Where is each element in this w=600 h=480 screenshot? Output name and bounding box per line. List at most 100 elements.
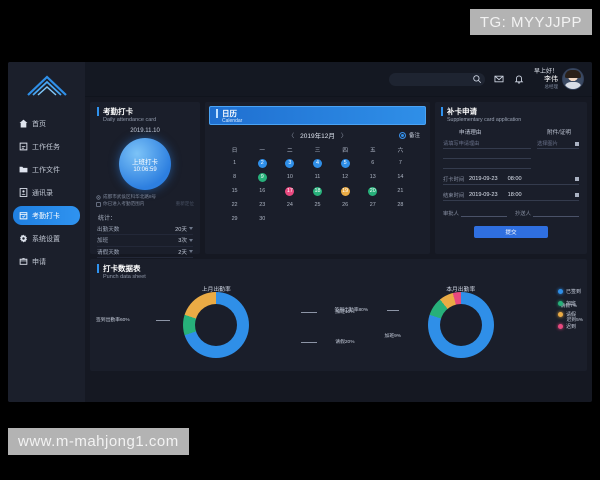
calendar-picker-icon[interactable] [575,193,579,198]
avatar[interactable] [562,68,584,90]
stat-value: 20天 [175,226,187,233]
calendar-day-cell[interactable]: 16 [248,184,276,198]
calendar-day-cell[interactable]: 30 [248,212,276,226]
calendar-day-cell[interactable]: 6 [359,156,387,170]
legend-item[interactable]: 加班 [557,300,581,307]
calendar-day-cell [304,212,332,226]
month-selector[interactable]: 〈 2019年12月 〉 [288,130,347,140]
punch-button[interactable]: 上班打卡 10:06:59 [119,138,171,191]
next-month-icon[interactable]: 〉 [340,133,347,140]
calendar-day-cell[interactable]: 14 [387,170,415,184]
stat-row[interactable]: 请假天数 2天 [97,247,193,259]
search-input[interactable] [393,76,472,82]
calendar-day-cell[interactable]: 23 [248,198,276,212]
radio-icon[interactable] [398,131,406,139]
calendar-day-cell[interactable]: 7 [387,156,415,170]
range-line: 你已进入考勤范围内 重新定位 [96,201,194,208]
end-time-row[interactable]: 结束时间 2019-09-23 18:00 [443,190,579,202]
folder-icon [19,165,28,174]
calendar-day: 21 [397,188,404,194]
calendar-day-cell[interactable]: 15 [221,184,249,198]
top-bar: 早上好！ 李伟 总经理 [85,62,592,97]
calendar-day: 1 [233,160,237,166]
sidebar-item-attendance[interactable]: 考勤打卡 [13,206,80,225]
calendar-day-cell[interactable]: 5 [331,156,359,170]
reason-input-line3[interactable] [443,159,531,170]
attachment-select[interactable]: 选择图片 [537,139,579,150]
sidebar-item-contacts[interactable]: 通讯录 [13,183,80,202]
cc-input[interactable] [532,208,579,218]
sidebar-item-apply[interactable]: 申请 [13,252,80,271]
chart-this-month: 本月出勤率 签到出勤率80% 加班9% 请假7% 迟到5% [335,282,583,367]
chevron-down-icon [189,227,193,231]
calendar-day-cell[interactable]: 18 [304,184,332,198]
calendar-day-cell[interactable]: 9 [248,170,276,184]
legend-item[interactable]: 迟到 [557,323,581,330]
calendar-day-cell[interactable]: 27 [359,198,387,212]
approver-input[interactable] [460,208,507,218]
prev-month-icon[interactable]: 〈 [288,133,295,140]
stat-label: 请假天数 [97,249,120,256]
calendar-day-cell[interactable]: 1 [221,156,249,170]
calendar-day-cell[interactable]: 8 [221,170,249,184]
relocate-link[interactable]: 重新定位 [175,201,194,207]
calendar-day-cell[interactable]: 22 [221,198,249,212]
calendar-day-cell[interactable]: 12 [331,170,359,184]
calendar-day-cell[interactable]: 26 [331,198,359,212]
donut-chart[interactable] [427,291,494,358]
search-box[interactable] [388,72,485,86]
attendance-title-cn: 考勤打卡 [97,107,193,117]
approver-group[interactable]: 审批人 [443,208,507,218]
submit-button[interactable]: 提交 [474,226,548,239]
chart-last-month: 上月出勤率 签到出勤率60% 加班10% 请假20% [94,282,355,367]
reason-input[interactable]: 请填写申请理由 [443,139,531,150]
punch-title-cn: 打卡数据表 [97,264,580,274]
sidebar-item-system-settings[interactable]: 系统设置 [13,229,80,248]
calendar-note-toggle[interactable]: 备注 [398,131,420,139]
calendar-day-cell[interactable]: 29 [221,212,249,226]
calendar-day-cell[interactable]: 19 [331,184,359,198]
bell-icon[interactable] [514,74,525,85]
calendar-day-cell[interactable]: 2 [248,156,276,170]
calendar-day-cell[interactable]: 24 [276,198,304,212]
calendar-picker-icon[interactable] [575,177,579,182]
calendar-day-cell[interactable]: 28 [387,198,415,212]
legend-item[interactable]: 已签到 [557,288,581,295]
calendar-day-cell[interactable]: 21 [387,184,415,198]
stat-row[interactable]: 出勤天数 20天 [97,224,193,236]
calendar-title-en: Calendar [222,118,243,124]
chart-label-leave: 请假7% [560,304,577,310]
punch-label: 上班打卡 [132,158,158,166]
search-icon[interactable] [472,74,482,85]
attendance-card: 考勤打卡 Daily attendance card 2019.11.10 上班… [90,102,200,328]
app-logo[interactable] [8,62,85,110]
calendar-day: 18 [312,186,322,196]
calendar-day-cell[interactable]: 3 [276,156,304,170]
calendar-day-cell[interactable]: 4 [304,156,332,170]
calendar-day-cell[interactable]: 13 [359,170,387,184]
greeting-text: 早上好！ [533,68,558,75]
chevron-down-icon [189,250,193,254]
chart-label-attendance: 签到出勤率80% [334,308,369,314]
attachment-field-group: 选择图片 [537,139,579,169]
sidebar-item-work-tasks[interactable]: 工作任务 [13,137,80,156]
stat-row[interactable]: 加班 3次 [97,235,193,247]
start-time-row[interactable]: 打卡时间 2019-09-23 08:00 [443,174,579,186]
calendar-day-cell[interactable]: 20 [359,184,387,198]
sidebar-item-home[interactable]: 首页 [13,114,80,133]
mail-icon[interactable] [494,74,505,85]
legend-item[interactable]: 请假 [557,311,581,318]
calendar-week-row: 15 16 17 18 19 20 21 [221,184,415,198]
calendar-day: 5 [340,158,350,168]
calendar-day-cell[interactable]: 25 [304,198,332,212]
calendar-day: 10 [286,174,293,180]
calendar-day-cell[interactable]: 11 [304,170,332,184]
calendar-day-cell[interactable]: 17 [276,184,304,198]
user-profile[interactable]: 早上好！ 李伟 总经理 [534,68,584,90]
cc-group[interactable]: 抄送人 [515,208,579,218]
calendar-day-cell[interactable]: 10 [276,170,304,184]
donut-chart[interactable] [183,291,250,358]
reason-input-line2[interactable] [443,149,531,160]
sidebar-item-work-files[interactable]: 工作文件 [13,160,80,179]
